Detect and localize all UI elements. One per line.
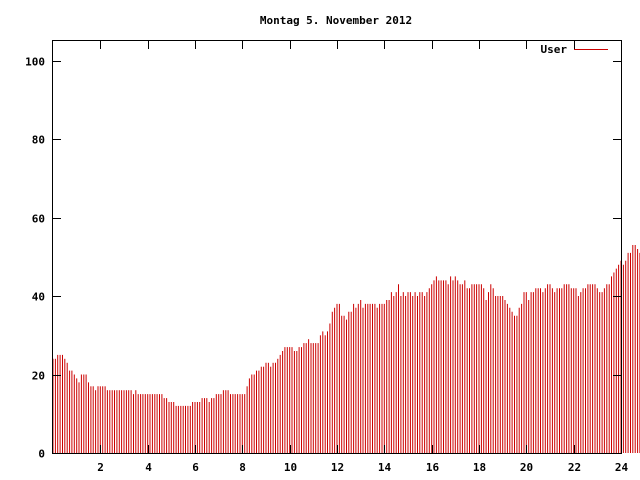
y-tick-label: 100 [25, 56, 45, 69]
x-axis-ticks: 2 4 6 8 10 12 14 16 18 20 22 24 [97, 41, 628, 474]
legend-label-user: User [541, 43, 568, 56]
y-tick-label: 20 [32, 370, 45, 383]
x-tick-label: 10 [284, 461, 297, 474]
y-axis-ticks: 0 20 40 60 80 100 [25, 56, 621, 461]
x-tick-label: 18 [473, 461, 486, 474]
x-tick-label: 2 [97, 461, 104, 474]
bar-series [52, 245, 640, 453]
chart-title: Montag 5. November 2012 [260, 14, 412, 27]
x-tick-label: 4 [145, 461, 152, 474]
x-tick-label: 12 [331, 461, 344, 474]
x-tick-label: 22 [568, 461, 581, 474]
legend: User [541, 43, 608, 56]
x-tick-label: 14 [378, 461, 392, 474]
y-tick-label: 80 [32, 134, 45, 147]
x-tick-label: 24 [615, 461, 629, 474]
x-tick-label: 16 [426, 461, 440, 474]
x-tick-label: 8 [239, 461, 246, 474]
y-tick-label: 0 [38, 448, 45, 461]
plot-frame [52, 40, 622, 454]
x-tick-label: 20 [520, 461, 533, 474]
x-tick-label: 6 [192, 461, 199, 474]
y-tick-label: 60 [32, 213, 45, 226]
y-tick-label: 40 [32, 291, 45, 304]
